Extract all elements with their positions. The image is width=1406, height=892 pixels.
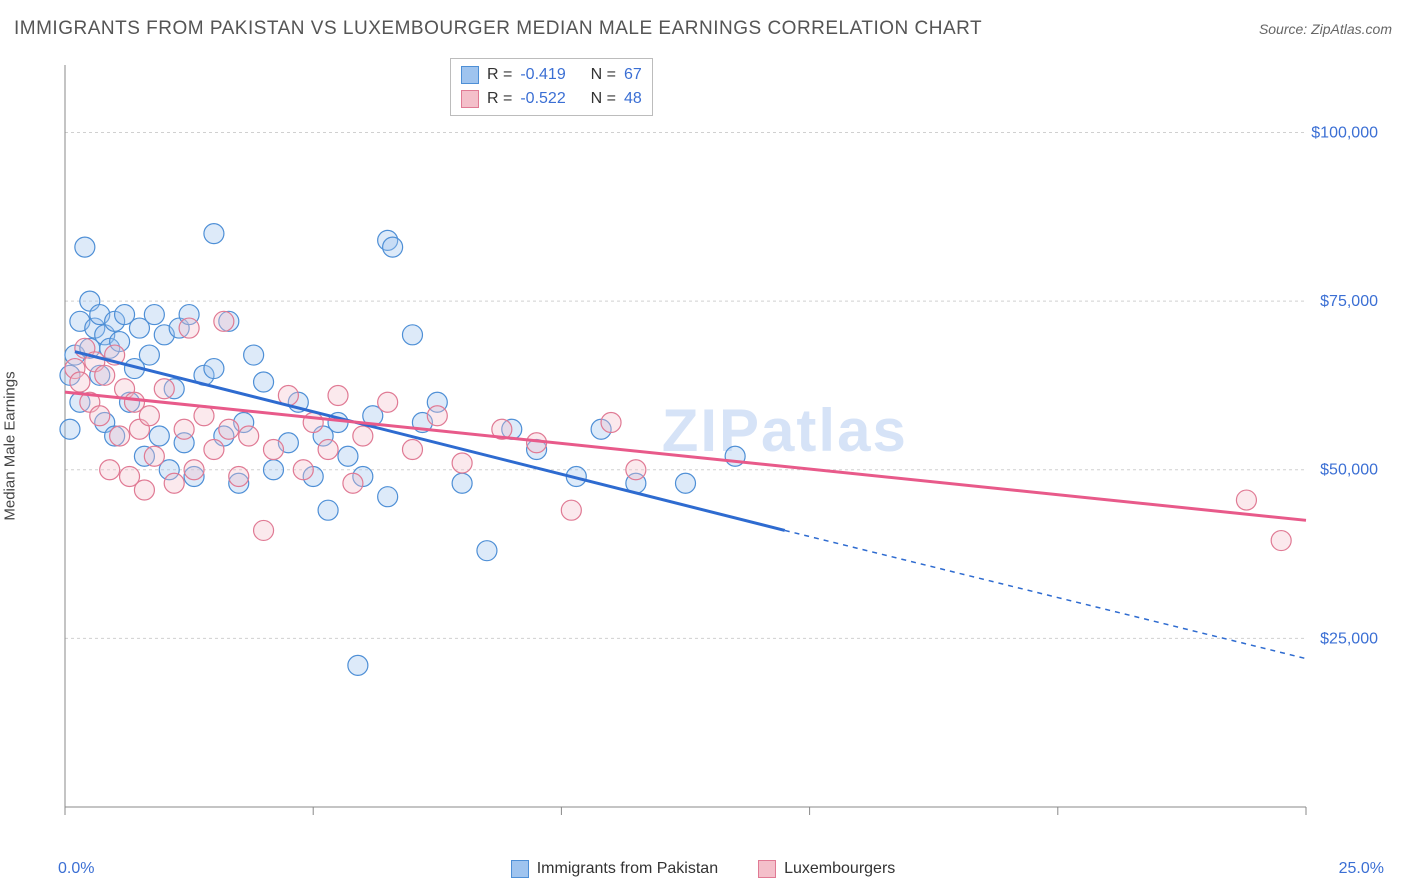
data-point-pakistan — [149, 426, 169, 446]
correlation-row-pakistan: R = -0.419 N = 67 — [461, 63, 642, 87]
legend-swatch-luxembourg — [758, 860, 776, 878]
data-point-pakistan — [60, 419, 80, 439]
data-point-luxembourg — [100, 460, 120, 480]
series-legend: Immigrants from Pakistan Luxembourgers — [0, 860, 1406, 878]
data-point-luxembourg — [328, 386, 348, 406]
data-point-luxembourg — [318, 439, 338, 459]
data-point-luxembourg — [239, 426, 259, 446]
data-point-luxembourg — [427, 406, 447, 426]
data-point-luxembourg — [194, 406, 214, 426]
data-point-pakistan — [676, 473, 696, 493]
source-credit: Source: ZipAtlas.com — [1259, 21, 1392, 37]
data-point-pakistan — [75, 237, 95, 257]
legend-label-pakistan: Immigrants from Pakistan — [537, 860, 718, 878]
data-point-pakistan — [244, 345, 264, 365]
data-point-luxembourg — [378, 392, 398, 412]
data-point-luxembourg — [1236, 490, 1256, 510]
data-point-pakistan — [477, 541, 497, 561]
data-point-pakistan — [254, 372, 274, 392]
r-label: R = — [487, 87, 512, 111]
n-label: N = — [591, 87, 616, 111]
data-point-pakistan — [348, 655, 368, 675]
chart-title: IMMIGRANTS FROM PAKISTAN VS LUXEMBOURGER… — [14, 18, 982, 40]
data-point-luxembourg — [179, 318, 199, 338]
data-point-luxembourg — [70, 372, 90, 392]
legend-item-luxembourg: Luxembourgers — [758, 860, 895, 878]
data-point-pakistan — [383, 237, 403, 257]
chart-area: $25,000 $50,000 $75,000 $100,000 ZIPatlas — [55, 55, 1386, 837]
y-tick-label: $25,000 — [1320, 630, 1378, 647]
data-point-pakistan — [144, 305, 164, 325]
data-point-luxembourg — [303, 413, 323, 433]
header: IMMIGRANTS FROM PAKISTAN VS LUXEMBOURGER… — [14, 18, 1392, 40]
legend-swatch-pakistan — [511, 860, 529, 878]
legend-item-pakistan: Immigrants from Pakistan — [511, 860, 718, 878]
source-name: ZipAtlas.com — [1311, 21, 1392, 37]
data-point-luxembourg — [402, 439, 422, 459]
data-point-luxembourg — [174, 419, 194, 439]
data-point-luxembourg — [214, 311, 234, 331]
data-point-luxembourg — [154, 379, 174, 399]
data-point-pakistan — [378, 487, 398, 507]
data-point-luxembourg — [601, 413, 621, 433]
data-point-pakistan — [204, 224, 224, 244]
n-value-luxembourg: 48 — [624, 87, 642, 111]
n-label: N = — [591, 63, 616, 87]
trendline-ext-pakistan — [785, 530, 1306, 658]
watermark: ZIPatlas — [662, 397, 908, 464]
data-point-luxembourg — [95, 365, 115, 385]
data-point-luxembourg — [219, 419, 239, 439]
legend-label-luxembourg: Luxembourgers — [784, 860, 895, 878]
data-point-luxembourg — [452, 453, 472, 473]
r-value-luxembourg: -0.522 — [520, 87, 565, 111]
swatch-pakistan — [461, 66, 479, 84]
data-point-luxembourg — [139, 406, 159, 426]
correlation-legend-box: R = -0.419 N = 67 R = -0.522 N = 48 — [450, 58, 653, 116]
data-point-luxembourg — [254, 520, 274, 540]
r-label: R = — [487, 63, 512, 87]
correlation-row-luxembourg: R = -0.522 N = 48 — [461, 87, 642, 111]
scatter-plot: $25,000 $50,000 $75,000 $100,000 ZIPatlas — [55, 55, 1386, 837]
swatch-luxembourg — [461, 90, 479, 108]
data-point-luxembourg — [626, 460, 646, 480]
data-point-luxembourg — [1271, 531, 1291, 551]
data-point-pakistan — [263, 460, 283, 480]
data-point-luxembourg — [144, 446, 164, 466]
data-point-pakistan — [139, 345, 159, 365]
data-point-luxembourg — [263, 439, 283, 459]
data-point-luxembourg — [293, 460, 313, 480]
data-point-luxembourg — [164, 473, 184, 493]
n-value-pakistan: 67 — [624, 63, 642, 87]
data-point-pakistan — [338, 446, 358, 466]
data-point-luxembourg — [353, 426, 373, 446]
source-prefix: Source: — [1259, 21, 1311, 37]
data-point-pakistan — [402, 325, 422, 345]
y-tick-label: $100,000 — [1311, 124, 1378, 141]
y-tick-label: $50,000 — [1320, 462, 1378, 479]
data-point-pakistan — [204, 359, 224, 379]
data-point-luxembourg — [561, 500, 581, 520]
data-point-luxembourg — [110, 426, 130, 446]
r-value-pakistan: -0.419 — [520, 63, 565, 87]
y-tick-label: $75,000 — [1320, 293, 1378, 310]
y-axis-label: Median Male Earnings — [2, 371, 19, 520]
data-point-luxembourg — [204, 439, 224, 459]
data-point-luxembourg — [343, 473, 363, 493]
data-point-luxembourg — [229, 466, 249, 486]
data-point-luxembourg — [90, 406, 110, 426]
data-point-pakistan — [318, 500, 338, 520]
data-point-pakistan — [452, 473, 472, 493]
data-point-luxembourg — [134, 480, 154, 500]
data-point-luxembourg — [184, 460, 204, 480]
